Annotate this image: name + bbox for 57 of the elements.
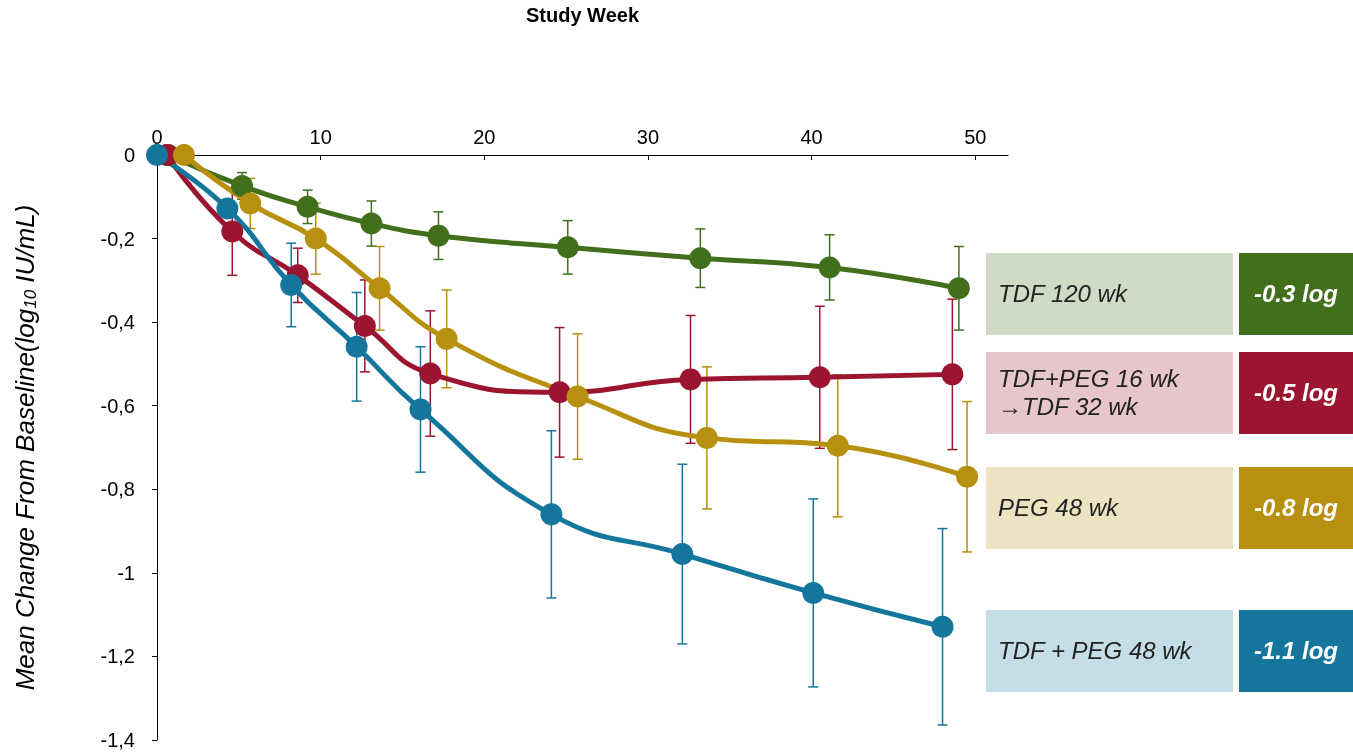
text: -0.8 log xyxy=(1239,467,1353,549)
legend-box: PEG 48 wk xyxy=(986,467,1233,549)
text: -0.5 log xyxy=(1239,352,1353,434)
y-tick-label: -1,4 xyxy=(100,729,135,751)
point xyxy=(304,227,327,250)
legend-box: TDF 120 wk xyxy=(986,253,1233,335)
y-tick-label: -0,8 xyxy=(100,478,135,501)
point xyxy=(941,363,964,386)
point xyxy=(556,236,579,259)
point xyxy=(956,465,979,488)
point xyxy=(280,273,303,296)
x-axis-title: Study Week xyxy=(526,4,640,26)
point xyxy=(818,256,841,279)
y-tick-label: -1,2 xyxy=(100,645,135,668)
legend-box: TDF+PEG 16 wk →TDF 32 wk xyxy=(986,352,1233,434)
y-tick-label: -0,2 xyxy=(100,227,135,250)
point xyxy=(221,220,244,243)
text: -0.3 log xyxy=(1239,253,1353,335)
x-tick-label: 50 xyxy=(964,126,987,148)
y-tick-label: -0,4 xyxy=(100,311,135,334)
point xyxy=(345,335,368,358)
point xyxy=(368,277,391,300)
point xyxy=(296,195,319,218)
point xyxy=(671,543,694,566)
point xyxy=(548,381,571,404)
legend-box: TDF + PEG 48 wk xyxy=(986,610,1233,692)
y-tick-label: -1 xyxy=(117,561,135,584)
point xyxy=(239,192,262,215)
point xyxy=(566,385,589,408)
x-tick-label: 40 xyxy=(800,126,823,148)
point xyxy=(947,277,970,300)
point xyxy=(216,197,239,220)
y-axis-title: Mean Change From Baseline(log10 IU/mL) xyxy=(9,204,40,691)
point xyxy=(931,615,954,638)
point xyxy=(679,368,702,391)
point xyxy=(409,398,432,421)
x-tick-label: 30 xyxy=(636,126,660,148)
y-tick-label: 0 xyxy=(123,144,135,166)
x-tick-label: 0 xyxy=(151,126,163,148)
point xyxy=(808,366,831,389)
point xyxy=(802,581,825,604)
x-tick-label: 20 xyxy=(473,126,496,148)
point xyxy=(689,247,712,270)
point xyxy=(419,362,442,385)
point xyxy=(540,503,563,526)
point xyxy=(146,144,168,166)
text: -1.1 log xyxy=(1239,610,1353,692)
point xyxy=(826,434,849,457)
point xyxy=(173,144,195,166)
point xyxy=(435,327,458,350)
point xyxy=(360,212,383,235)
point xyxy=(695,426,718,449)
x-tick-label: 10 xyxy=(309,126,332,148)
point xyxy=(427,224,450,247)
point xyxy=(231,174,254,197)
point xyxy=(353,314,376,337)
y-tick-label: -0,6 xyxy=(100,394,135,417)
